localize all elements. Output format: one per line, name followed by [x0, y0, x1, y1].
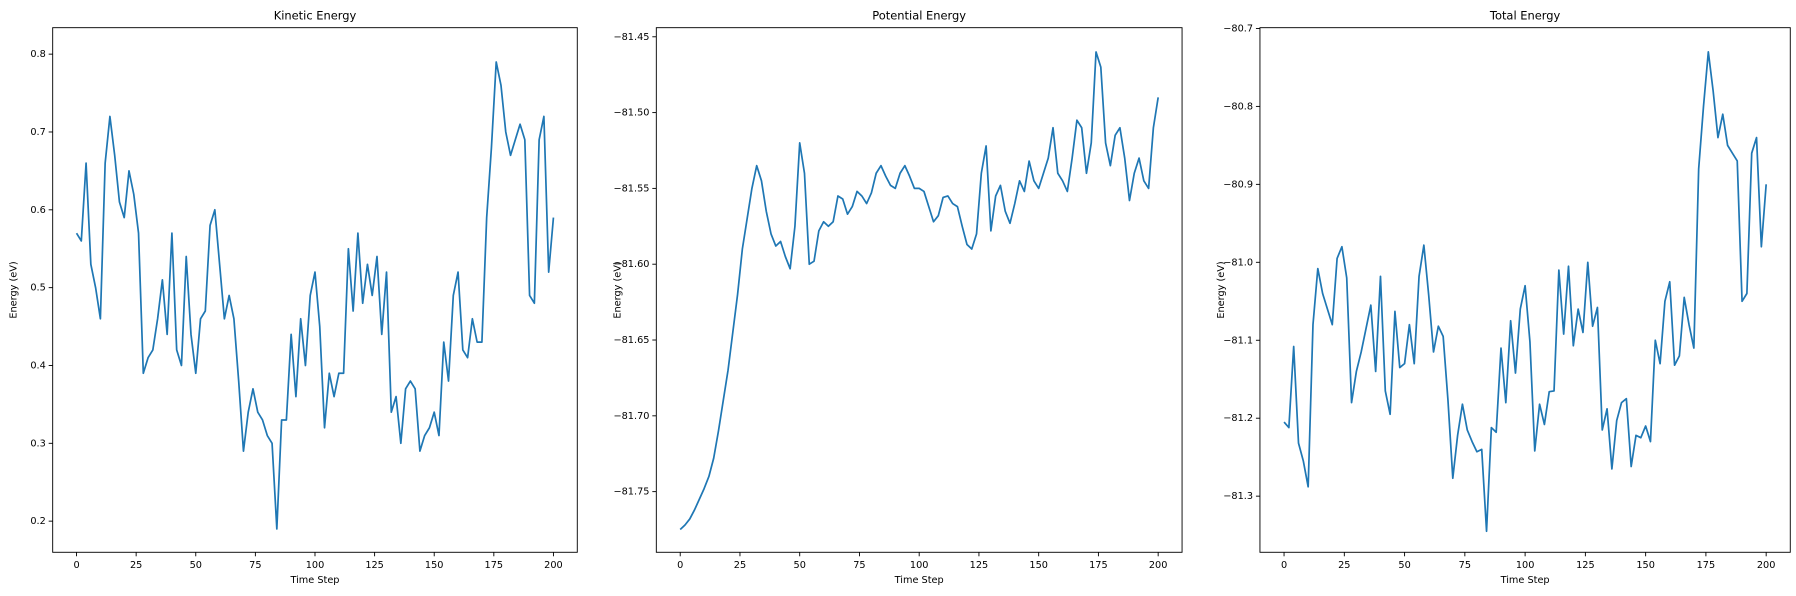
x-tick-label: 75	[1459, 560, 1471, 571]
axes-frame	[655, 27, 1183, 553]
x-tick-label: 0	[677, 560, 683, 571]
x-axis-label: Time Step	[289, 575, 339, 586]
x-tick-label: 200	[1149, 560, 1168, 571]
x-tick-label: 75	[853, 560, 865, 571]
y-tick-label: −81.55	[613, 183, 649, 194]
y-tick-label: −81.50	[613, 108, 649, 119]
y-tick-label: −81.3	[1223, 491, 1253, 502]
x-tick-label: 200	[544, 560, 563, 571]
y-axis-label: Energy (eV)	[9, 261, 20, 318]
x-tick-label: 0	[1281, 560, 1287, 571]
x-tick-label: 150	[1029, 560, 1048, 571]
y-tick-label: −81.70	[613, 411, 649, 422]
line-series	[1283, 50, 1768, 533]
y-tick-label: −80.9	[1223, 179, 1253, 190]
y-tick-label: −81.65	[613, 335, 649, 346]
y-tick-label: −81.75	[613, 487, 649, 498]
line-series	[75, 61, 555, 530]
line-series	[679, 51, 1160, 531]
x-tick-label: 150	[1636, 560, 1655, 571]
x-tick-label: 25	[734, 560, 746, 571]
y-tick-label: −81.0	[1223, 257, 1253, 268]
y-tick-label: −81.1	[1223, 335, 1253, 346]
axes-frame	[52, 27, 578, 553]
chart-title: Total Energy	[1489, 9, 1561, 23]
y-tick-label: 0.5	[30, 283, 45, 294]
x-tick-label: 75	[249, 560, 261, 571]
y-tick-label: −80.8	[1223, 101, 1253, 112]
chart-title: Potential Energy	[872, 9, 966, 23]
x-tick-label: 175	[1697, 560, 1716, 571]
x-tick-label: 175	[1089, 560, 1108, 571]
x-tick-label: 50	[794, 560, 806, 571]
axes-frame	[1259, 27, 1791, 553]
x-tick-label: 50	[1398, 560, 1410, 571]
x-tick-label: 50	[190, 560, 202, 571]
y-tick-label: 0.8	[30, 49, 45, 60]
x-axis-label: Time Step	[1500, 575, 1550, 586]
x-tick-label: 25	[130, 560, 142, 571]
chart-title: Kinetic Energy	[274, 9, 357, 23]
y-tick-label: 0.4	[30, 360, 45, 371]
x-tick-label: 125	[365, 560, 384, 571]
y-tick-label: −81.45	[613, 32, 649, 43]
y-tick-label: −80.7	[1223, 23, 1253, 34]
y-tick-label: 0.3	[30, 438, 45, 449]
x-tick-label: 0	[73, 560, 79, 571]
x-tick-label: 175	[485, 560, 504, 571]
y-tick-label: 0.6	[30, 205, 45, 216]
x-tick-label: 100	[306, 560, 325, 571]
y-tick-label: −81.60	[613, 259, 649, 270]
y-tick-label: 0.7	[30, 127, 45, 138]
y-tick-label: 0.2	[30, 516, 45, 527]
x-tick-label: 200	[1757, 560, 1776, 571]
x-tick-label: 125	[970, 560, 989, 571]
y-axis-label: Energy (eV)	[1216, 261, 1227, 318]
x-tick-label: 100	[1516, 560, 1535, 571]
x-tick-label: 125	[1576, 560, 1595, 571]
x-tick-label: 100	[910, 560, 929, 571]
x-tick-label: 25	[1338, 560, 1350, 571]
y-axis-label: Energy (eV)	[612, 261, 623, 318]
x-axis-label: Time Step	[894, 575, 944, 586]
y-tick-label: −81.2	[1223, 413, 1253, 424]
x-tick-label: 150	[425, 560, 444, 571]
